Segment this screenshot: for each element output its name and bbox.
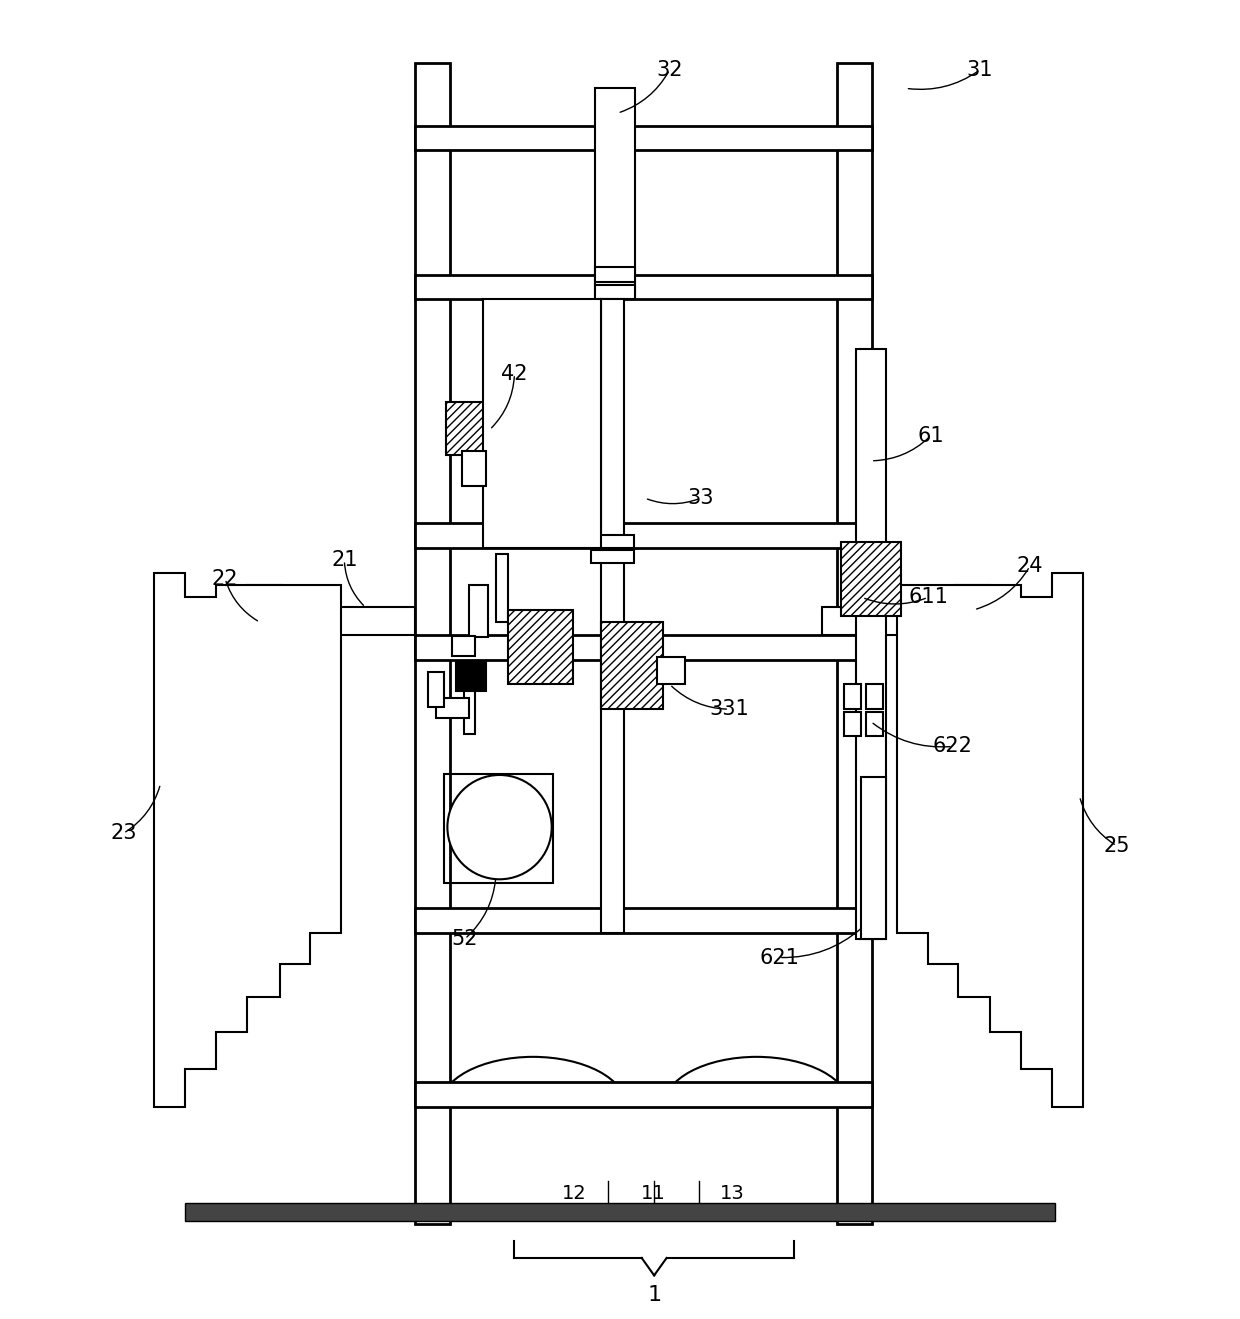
Text: 33: 33 bbox=[687, 488, 714, 508]
Bar bbox=[444, 774, 553, 882]
Text: 24: 24 bbox=[1017, 557, 1043, 576]
Bar bbox=[428, 671, 444, 707]
Text: 1: 1 bbox=[647, 1285, 661, 1306]
Bar bbox=[508, 609, 573, 685]
Bar bbox=[595, 285, 635, 299]
Bar bbox=[463, 451, 486, 485]
Bar bbox=[843, 712, 861, 736]
Bar bbox=[591, 550, 634, 563]
Bar bbox=[822, 607, 928, 634]
Text: 32: 32 bbox=[656, 59, 683, 79]
Text: 621: 621 bbox=[759, 947, 799, 968]
Bar bbox=[657, 657, 684, 685]
Text: 21: 21 bbox=[331, 550, 357, 570]
Text: 61: 61 bbox=[918, 426, 944, 446]
Bar bbox=[186, 1203, 1054, 1221]
Text: 611: 611 bbox=[908, 587, 947, 608]
Text: 12: 12 bbox=[562, 1184, 587, 1203]
Bar bbox=[310, 607, 415, 634]
Bar bbox=[469, 586, 489, 637]
Bar bbox=[601, 623, 663, 710]
Bar bbox=[601, 299, 624, 933]
Bar bbox=[415, 522, 872, 547]
Text: 31: 31 bbox=[967, 59, 993, 79]
Bar bbox=[595, 268, 635, 282]
Bar bbox=[415, 274, 872, 299]
Bar bbox=[464, 690, 475, 733]
Text: 331: 331 bbox=[709, 699, 749, 719]
Bar bbox=[496, 554, 508, 623]
Bar bbox=[248, 586, 283, 653]
Bar bbox=[856, 350, 885, 939]
Text: 22: 22 bbox=[212, 568, 238, 588]
Bar bbox=[955, 586, 990, 653]
Circle shape bbox=[448, 776, 552, 880]
Bar bbox=[415, 1082, 872, 1107]
Bar bbox=[837, 63, 872, 1224]
Bar bbox=[866, 712, 883, 736]
Bar bbox=[841, 542, 900, 616]
Bar bbox=[484, 299, 601, 547]
Bar bbox=[591, 536, 634, 547]
Text: 52: 52 bbox=[451, 929, 479, 948]
Text: 42: 42 bbox=[501, 364, 528, 384]
Bar bbox=[436, 698, 469, 718]
Bar bbox=[415, 63, 450, 1224]
Text: 23: 23 bbox=[110, 823, 136, 843]
Bar bbox=[861, 777, 885, 939]
Bar bbox=[446, 402, 577, 455]
Text: 622: 622 bbox=[932, 736, 972, 756]
Text: 25: 25 bbox=[1104, 836, 1130, 856]
Bar bbox=[415, 125, 872, 150]
Text: 13: 13 bbox=[719, 1184, 744, 1203]
Bar bbox=[456, 661, 486, 691]
Polygon shape bbox=[154, 572, 341, 1107]
Bar bbox=[843, 685, 861, 710]
Bar bbox=[866, 685, 883, 710]
Bar bbox=[415, 907, 872, 933]
Bar bbox=[453, 636, 475, 656]
Polygon shape bbox=[897, 572, 1084, 1107]
Bar bbox=[415, 634, 872, 660]
Bar bbox=[595, 88, 635, 299]
Text: 11: 11 bbox=[641, 1184, 666, 1203]
